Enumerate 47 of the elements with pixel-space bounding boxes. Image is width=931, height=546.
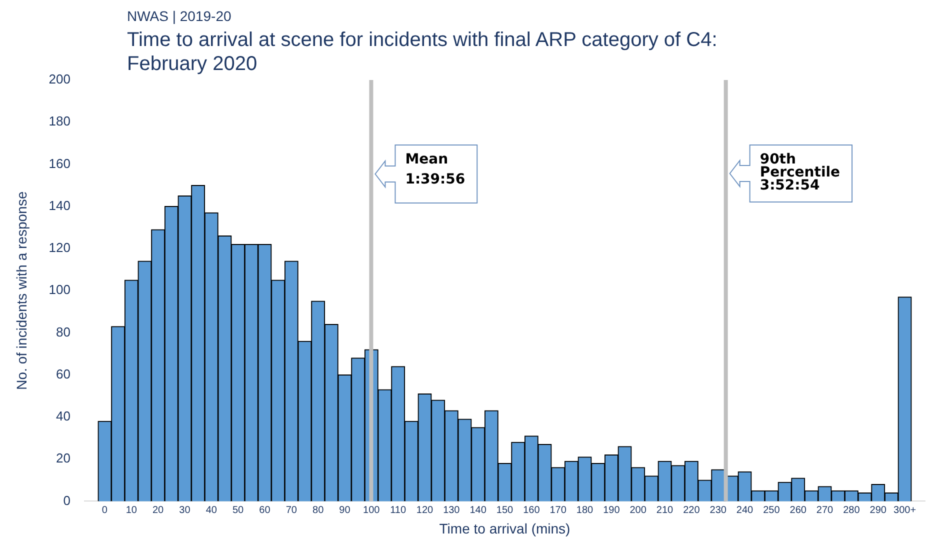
x-tick-label: 180 xyxy=(576,504,594,516)
annotation: 90th Percentile 3:52:54 xyxy=(760,152,840,194)
x-tick-label: 60 xyxy=(259,504,271,516)
x-tick-label: 260 xyxy=(790,504,807,516)
x-tick-label: 120 xyxy=(416,504,434,516)
chart-subtitle: NWAS | 2019-20 xyxy=(127,8,232,24)
y-tick-label: 120 xyxy=(48,240,70,256)
x-tick-label: 210 xyxy=(656,504,674,516)
x-tick-label: 140 xyxy=(470,504,487,516)
y-tick-label: 100 xyxy=(48,282,70,298)
x-tick-label: 280 xyxy=(843,504,860,516)
x-tick-label: 80 xyxy=(312,504,324,516)
x-tick-label: 300+ xyxy=(894,504,916,516)
x-tick-label: 110 xyxy=(390,504,406,516)
x-tick-label: 20 xyxy=(152,504,164,516)
x-tick-label: 10 xyxy=(126,504,138,516)
x-tick-label: 30 xyxy=(179,504,191,516)
y-tick-label: 140 xyxy=(48,198,70,213)
x-tick-label: 170 xyxy=(550,504,567,516)
y-tick-label: 40 xyxy=(56,408,70,424)
y-tick-label: 160 xyxy=(48,156,70,171)
y-tick-label: 200 xyxy=(48,72,70,87)
x-tick-label: 100 xyxy=(363,504,380,516)
y-axis-title: No. of incidents with a response xyxy=(13,191,30,390)
x-tick-label: 190 xyxy=(603,504,620,516)
x-tick-label: 50 xyxy=(232,504,244,516)
x-tick-label: 200 xyxy=(630,504,647,516)
x-tick-label: 270 xyxy=(816,504,834,516)
x-tick-label: 240 xyxy=(736,504,754,516)
y-tick-label: 20 xyxy=(56,450,70,466)
x-tick-label: 290 xyxy=(870,504,887,516)
x-tick-label: 250 xyxy=(763,504,780,516)
y-tick-label: 180 xyxy=(48,114,70,129)
x-tick-label: 160 xyxy=(523,504,540,516)
y-tick-label: 80 xyxy=(56,324,70,340)
x-tick-label: 130 xyxy=(443,504,460,516)
x-tick-label: 0 xyxy=(102,504,108,516)
x-tick-label: 150 xyxy=(496,504,514,516)
annotation: Mean 1:39:56 xyxy=(405,152,466,188)
x-tick-label: 230 xyxy=(710,504,727,516)
x-tick-label: 40 xyxy=(206,504,218,516)
x-tick-label: 90 xyxy=(339,504,351,516)
chart-title: Time to arrival at scene for incidents with final ARP category of C4: February 2020 xyxy=(127,28,718,76)
y-tick-label: 60 xyxy=(56,366,70,382)
x-tick-label: 220 xyxy=(683,504,700,516)
x-tick-label: 70 xyxy=(286,504,298,516)
x-axis-title: Time to arrival (mins) xyxy=(439,520,570,536)
